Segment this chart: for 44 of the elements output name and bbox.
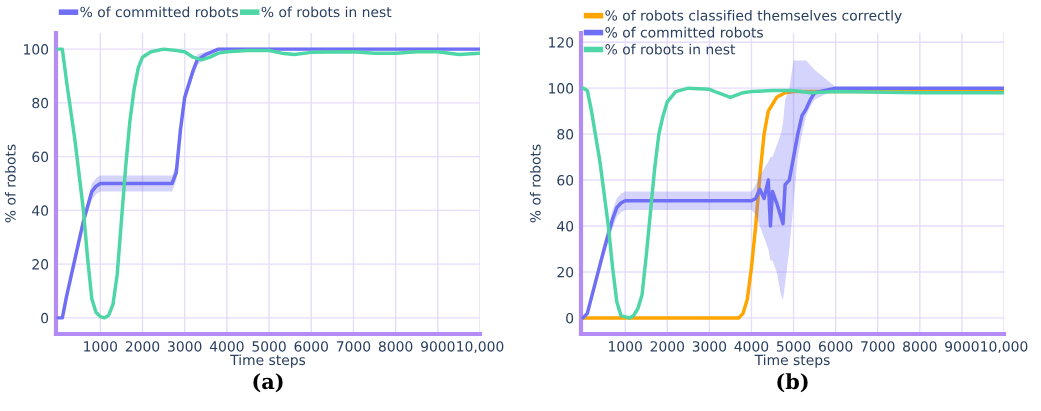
y-tick-label: 80 bbox=[32, 97, 49, 109]
x-tick-label: 7000 bbox=[336, 341, 371, 352]
text: (a) bbox=[253, 373, 283, 393]
x-tick-label: 2000 bbox=[125, 341, 160, 352]
x-tick-label: 8000 bbox=[378, 341, 413, 352]
x-tick-label: 10,000 bbox=[457, 341, 504, 354]
x-tick-label: 5000 bbox=[252, 341, 286, 352]
x-tick-label: 4000 bbox=[209, 341, 244, 352]
x-tick-label: 6000 bbox=[818, 341, 853, 352]
y-tick-label: 60 bbox=[557, 175, 574, 186]
x-tick-label: 3000 bbox=[168, 341, 202, 352]
y-tick-label: 40 bbox=[557, 220, 574, 232]
y-tick-label: 20 bbox=[557, 266, 574, 278]
y-tick-label: 60 bbox=[32, 151, 49, 163]
x-tick-label: 9000 bbox=[945, 341, 979, 352]
x-axis-title: Time steps bbox=[754, 354, 830, 368]
x-tick-label: 5000 bbox=[776, 341, 811, 352]
legend-label: % of committed robots bbox=[605, 26, 763, 38]
x-tick-label: 10,000 bbox=[981, 341, 1028, 354]
x-tick-label: 9000 bbox=[421, 341, 455, 352]
y-tick-label: 120 bbox=[549, 37, 574, 48]
y-axis-title: % of robots bbox=[4, 144, 16, 223]
x-tick-label: 8000 bbox=[903, 341, 937, 352]
y-tick-label: 40 bbox=[32, 205, 49, 216]
legend-label: % of robots in nest bbox=[261, 6, 392, 18]
x-tick-label: 7000 bbox=[861, 341, 895, 352]
legend-label: % of committed robots bbox=[80, 6, 238, 18]
y-tick-label: 100 bbox=[549, 83, 574, 94]
text: (b) bbox=[777, 373, 808, 393]
y-tick-label: 0 bbox=[41, 312, 49, 324]
y-tick-label: 80 bbox=[557, 129, 574, 140]
y-tick-label: 0 bbox=[566, 312, 574, 324]
legend-label: % of robots classified themselves correctly bbox=[605, 9, 902, 24]
x-tick-label: 3000 bbox=[692, 341, 727, 352]
x-tick-label: 6000 bbox=[294, 341, 328, 352]
x-axis-title: Time steps bbox=[230, 354, 306, 368]
x-tick-label: 1000 bbox=[609, 341, 642, 352]
x-tick-label: 1000 bbox=[84, 341, 118, 352]
y-tick-label: 20 bbox=[32, 259, 49, 270]
x-tick-label: 4000 bbox=[734, 341, 769, 352]
y-axis-title: % of robots bbox=[529, 144, 541, 223]
legend-label: % of robots in nest bbox=[605, 43, 736, 55]
x-tick-label: 2000 bbox=[650, 341, 685, 352]
y-tick-label: 100 bbox=[24, 44, 49, 55]
